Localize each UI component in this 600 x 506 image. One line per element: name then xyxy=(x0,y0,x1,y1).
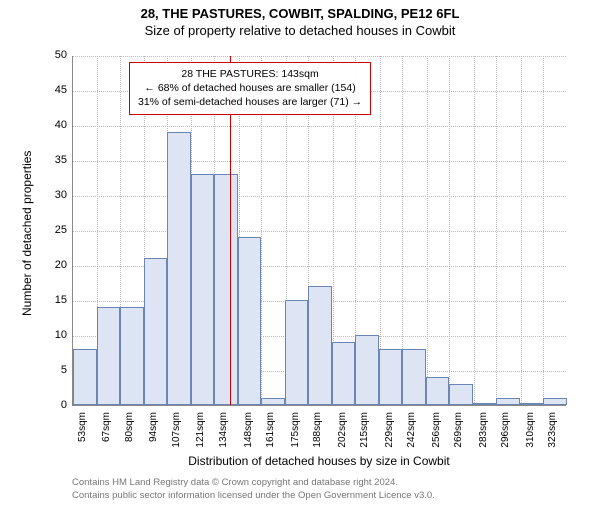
gridline-v xyxy=(449,56,450,405)
gridline-h xyxy=(73,56,566,57)
chart-subtitle: Size of property relative to detached ho… xyxy=(0,23,600,38)
y-tick-label: 30 xyxy=(43,189,67,201)
histogram-bar xyxy=(449,384,473,405)
y-tick-label: 35 xyxy=(43,154,67,166)
histogram-bar xyxy=(543,398,567,405)
y-tick-label: 20 xyxy=(43,259,67,271)
histogram-bar xyxy=(379,349,403,405)
y-tick-label: 40 xyxy=(43,119,67,131)
plot-area: 0510152025303540455053sqm67sqm80sqm94sqm… xyxy=(72,56,566,406)
footer-line-1: Contains HM Land Registry data © Crown c… xyxy=(72,477,435,489)
annotation-box: 28 THE PASTURES: 143sqm← 68% of detached… xyxy=(129,62,371,115)
annotation-line-1: 28 THE PASTURES: 143sqm xyxy=(138,67,362,81)
histogram-bar xyxy=(355,335,379,405)
histogram-bar xyxy=(167,132,191,405)
histogram-bar xyxy=(520,403,544,405)
histogram-bar xyxy=(120,307,144,405)
y-tick-label: 15 xyxy=(43,294,67,306)
y-axis-label: Number of detached properties xyxy=(20,151,34,316)
x-axis-label: Distribution of detached houses by size … xyxy=(72,454,566,468)
footer-attribution: Contains HM Land Registry data © Crown c… xyxy=(72,477,435,502)
gridline-v xyxy=(474,56,475,405)
y-tick-label: 10 xyxy=(43,329,67,341)
histogram-bar xyxy=(473,403,497,405)
histogram-bar xyxy=(238,237,262,405)
gridline-h xyxy=(73,126,566,127)
histogram-bar xyxy=(144,258,168,405)
gridline-v xyxy=(543,56,544,405)
histogram-bar xyxy=(402,349,426,405)
gridline-h xyxy=(73,161,566,162)
gridline-v xyxy=(427,56,428,405)
y-tick-label: 0 xyxy=(43,399,67,411)
histogram-bar xyxy=(97,307,121,405)
histogram-bar xyxy=(73,349,97,405)
histogram-bar xyxy=(496,398,520,405)
gridline-v xyxy=(521,56,522,405)
gridline-h xyxy=(73,231,566,232)
annotation-line-3: 31% of semi-detached houses are larger (… xyxy=(138,95,362,109)
histogram-bar xyxy=(285,300,309,405)
y-tick-label: 50 xyxy=(43,49,67,61)
histogram-bar xyxy=(191,174,215,405)
gridline-v xyxy=(496,56,497,405)
y-tick-label: 25 xyxy=(43,224,67,236)
y-tick-label: 5 xyxy=(43,364,67,376)
footer-line-2: Contains public sector information licen… xyxy=(72,490,435,502)
histogram-bar xyxy=(261,398,285,405)
y-tick-label: 45 xyxy=(43,84,67,96)
histogram-bar xyxy=(308,286,332,405)
annotation-line-2: ← 68% of detached houses are smaller (15… xyxy=(138,81,362,95)
histogram-bar xyxy=(426,377,450,405)
histogram-bar xyxy=(332,342,356,405)
chart-title-address: 28, THE PASTURES, COWBIT, SPALDING, PE12… xyxy=(0,6,600,21)
gridline-h xyxy=(73,196,566,197)
histogram-bar xyxy=(214,174,238,405)
